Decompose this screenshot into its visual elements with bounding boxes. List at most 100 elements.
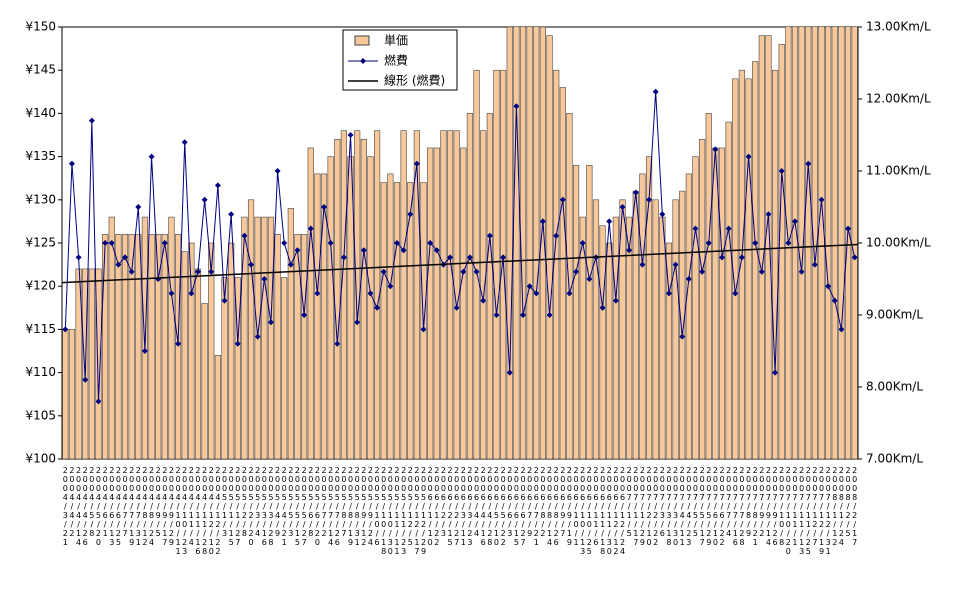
fuel-point bbox=[805, 160, 812, 167]
x-tick-label: 2006/4/28 bbox=[485, 466, 494, 547]
x-tick-label: 2006/1/22 bbox=[432, 466, 441, 547]
fuel-point bbox=[175, 340, 182, 347]
bar bbox=[672, 199, 679, 459]
fuel-point bbox=[380, 268, 387, 275]
fuel-point bbox=[520, 312, 527, 318]
fuel-point bbox=[115, 261, 122, 268]
x-tick-label: 2005/2/20 bbox=[247, 466, 256, 547]
bar bbox=[320, 173, 328, 459]
x-tick-label: 2004/4/14 bbox=[74, 466, 83, 547]
x-tick-label: 2005/10/6 bbox=[373, 466, 382, 547]
x-tick-label: 2004/5/8 bbox=[87, 466, 96, 538]
fuel-point bbox=[586, 276, 593, 282]
x-tick-label: 2006/11/30 bbox=[605, 466, 614, 556]
bar bbox=[228, 242, 235, 459]
x-tick-label: 2006/2/3 bbox=[439, 466, 448, 538]
x-tick-label: 2004/9/5 bbox=[154, 466, 163, 538]
x-tick-label: 2007/3/18 bbox=[664, 466, 673, 547]
x-tick-label: 2004/4/26 bbox=[81, 466, 90, 547]
bar bbox=[519, 27, 527, 459]
fuel-point bbox=[221, 297, 228, 304]
x-tick-label: 2006/10/1 bbox=[572, 466, 581, 547]
fuel-point bbox=[420, 326, 427, 333]
legend-swatch bbox=[354, 35, 370, 46]
fuel-point bbox=[712, 146, 719, 153]
y2-tick-label: 9.00Km/L bbox=[866, 308, 923, 322]
bar bbox=[652, 199, 659, 459]
bar bbox=[393, 182, 401, 459]
x-tick-label: 2005/2/8 bbox=[240, 466, 249, 538]
bars bbox=[62, 27, 858, 459]
fuel-point bbox=[307, 225, 314, 232]
fuel-point bbox=[274, 168, 281, 174]
fuel-point bbox=[473, 268, 480, 275]
fuel-point bbox=[738, 254, 745, 261]
fuel-point bbox=[659, 211, 666, 218]
bar bbox=[194, 268, 202, 459]
bar bbox=[234, 277, 241, 459]
fuel-point bbox=[314, 290, 321, 297]
bar bbox=[712, 147, 719, 459]
fuel-point bbox=[685, 276, 692, 282]
bar bbox=[155, 234, 162, 459]
fuel-point bbox=[679, 333, 686, 340]
bar bbox=[765, 35, 772, 459]
fuel-point bbox=[719, 254, 726, 261]
y-tick-label: ¥100 bbox=[25, 452, 56, 466]
x-tick-label: 2007/12/31 bbox=[824, 466, 833, 556]
fuel-point bbox=[500, 254, 507, 261]
x-tick-label: 2005/12/29 bbox=[419, 466, 428, 556]
fuel-point bbox=[599, 304, 606, 311]
x-tick-label: 2004/6/25 bbox=[114, 466, 123, 547]
bar bbox=[692, 156, 699, 459]
y-tick-label: ¥145 bbox=[25, 63, 56, 77]
x-tick-label: 2007/12/7 bbox=[810, 466, 819, 547]
x-tick-label: 2006/7/9 bbox=[525, 466, 534, 538]
x-tick-label: 2006/5/10 bbox=[492, 466, 501, 547]
x-tick-label: 2005/6/20 bbox=[313, 466, 322, 547]
fuel-point bbox=[68, 160, 75, 167]
y-tick-label: ¥150 bbox=[25, 20, 56, 34]
fuel-point bbox=[453, 304, 460, 311]
fuel-point bbox=[188, 290, 195, 297]
fuel-point bbox=[347, 132, 354, 138]
y2-tick-label: 12.00Km/L bbox=[866, 92, 931, 106]
fuel-point bbox=[825, 283, 832, 290]
y2-tick-label: 11.00Km/L bbox=[866, 164, 931, 178]
bar bbox=[128, 234, 135, 459]
fuel-point bbox=[254, 333, 261, 340]
x-tick-label: 2004/6/1 bbox=[101, 466, 110, 538]
bar bbox=[267, 216, 275, 459]
bar bbox=[612, 216, 619, 459]
bar bbox=[88, 268, 95, 459]
bar bbox=[68, 329, 76, 459]
bar bbox=[446, 130, 454, 459]
fuel-point bbox=[327, 240, 334, 246]
bar bbox=[752, 61, 759, 459]
bar bbox=[738, 69, 746, 459]
bar bbox=[732, 78, 739, 459]
fuel-point bbox=[387, 283, 394, 290]
bar bbox=[440, 130, 447, 459]
y2-tick-label: 13.00Km/L bbox=[866, 20, 931, 34]
fuel-point bbox=[141, 348, 148, 354]
x-tick-label: 2006/5/22 bbox=[499, 466, 508, 547]
x-tick-label: 2004/8/24 bbox=[147, 466, 156, 547]
y2-tick-label: 8.00Km/L bbox=[866, 380, 923, 394]
bar bbox=[460, 147, 467, 459]
x-tick-label: 2005/8/7 bbox=[339, 466, 348, 538]
x-tick-label: 2005/9/12 bbox=[359, 466, 368, 547]
x-tick-label: 2005/10/30 bbox=[386, 466, 395, 556]
x-tick-label: 2004/9/17 bbox=[160, 466, 169, 547]
fuel-point bbox=[851, 254, 858, 261]
fuel-point bbox=[798, 268, 805, 275]
fuel-point bbox=[732, 290, 739, 297]
x-tick-label: 2007/11/1 bbox=[790, 466, 799, 547]
bar bbox=[745, 78, 752, 459]
fuel-point bbox=[321, 204, 328, 210]
bar bbox=[95, 268, 102, 459]
x-tick-label: 2007/3/30 bbox=[671, 466, 680, 547]
fuel-point bbox=[334, 340, 341, 347]
fuel-point bbox=[267, 319, 274, 326]
